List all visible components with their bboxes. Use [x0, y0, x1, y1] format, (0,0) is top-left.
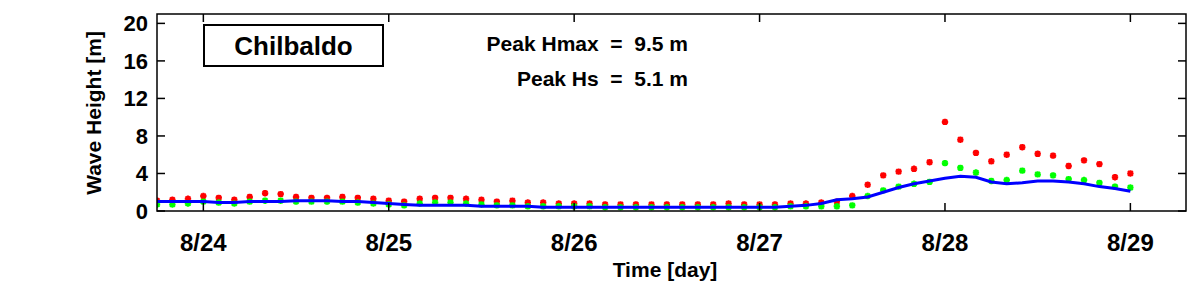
x-tick [944, 14, 946, 22]
data-point [277, 191, 283, 197]
data-point [973, 150, 979, 156]
data-point [1004, 152, 1010, 158]
x-tick [388, 14, 390, 22]
data-point [849, 202, 855, 208]
data-point [911, 166, 917, 172]
data-point [1065, 163, 1071, 169]
y-tick [1178, 23, 1186, 25]
data-point [1050, 152, 1056, 158]
background [0, 0, 1202, 301]
x-tick-label: 8/28 [922, 229, 969, 256]
plot-data [157, 119, 1134, 211]
y-tick-label: 0 [136, 199, 148, 224]
title-box [204, 25, 383, 66]
data-point [1050, 172, 1056, 178]
data-point [1081, 157, 1087, 163]
y-tick [157, 98, 165, 100]
x-tick [944, 203, 946, 211]
x-tick [203, 203, 205, 211]
data-point [1019, 144, 1025, 150]
y-tick-label: 12 [124, 86, 148, 111]
plot-frame [157, 14, 1186, 211]
x-tick [1130, 14, 1132, 22]
annotation: Peak Hmax = 9.5 m [487, 32, 688, 55]
data-point [973, 169, 979, 175]
x-tick-label: 8/24 [180, 229, 227, 256]
data-point [1034, 151, 1040, 157]
y-tick [1178, 98, 1186, 100]
y-tick [1178, 173, 1186, 175]
x-tick [573, 203, 575, 211]
x-tick [388, 203, 390, 211]
x-tick [759, 203, 761, 211]
annotation: Peak Hs = 5.1 m [517, 67, 688, 90]
x-tick-label: 8/27 [736, 229, 783, 256]
data-point [895, 168, 901, 174]
data-point [262, 190, 268, 196]
data-point [834, 203, 840, 209]
y-tick-label: 20 [124, 11, 148, 36]
y-tick-label: 8 [136, 124, 148, 149]
data-point [864, 182, 870, 188]
x-tick [573, 14, 575, 22]
data-point [1127, 170, 1133, 176]
x-tick [203, 14, 205, 22]
data-point [1019, 167, 1025, 173]
y-tick [157, 135, 165, 137]
data-point [957, 137, 963, 143]
x-tick-label: 8/26 [551, 229, 598, 256]
data-point [1034, 171, 1040, 177]
x-axis-label: Time [day] [613, 258, 718, 281]
y-tick [157, 60, 165, 62]
data-point [957, 165, 963, 171]
data-point [1112, 174, 1118, 180]
y-tick-label: 4 [136, 161, 149, 186]
y-tick-label: 16 [124, 49, 148, 74]
y-tick [1178, 135, 1186, 137]
x-tick [1130, 203, 1132, 211]
chart: 0 4 8 12 16 20 8/24 8/25 8/26 8/27 8/28 8/29 Time [d… [0, 0, 1202, 301]
data-point [1096, 161, 1102, 167]
x-tick-label: 8/25 [365, 229, 412, 256]
data-point [200, 193, 206, 199]
y-axis-label: Wave Height [m] [82, 31, 105, 195]
data-point [942, 119, 948, 125]
data-point [926, 159, 932, 165]
data-point [942, 160, 948, 166]
data-point [880, 172, 886, 178]
title: Chilbaldo [234, 31, 352, 61]
x-tick-label: 8/29 [1107, 229, 1154, 256]
y-tick [157, 23, 165, 25]
y-tick [157, 173, 165, 175]
data-point [988, 158, 994, 164]
y-tick [157, 210, 165, 212]
x-tick [759, 14, 761, 22]
y-tick [1178, 210, 1186, 212]
y-tick [1178, 60, 1186, 62]
series-line [157, 176, 1130, 207]
